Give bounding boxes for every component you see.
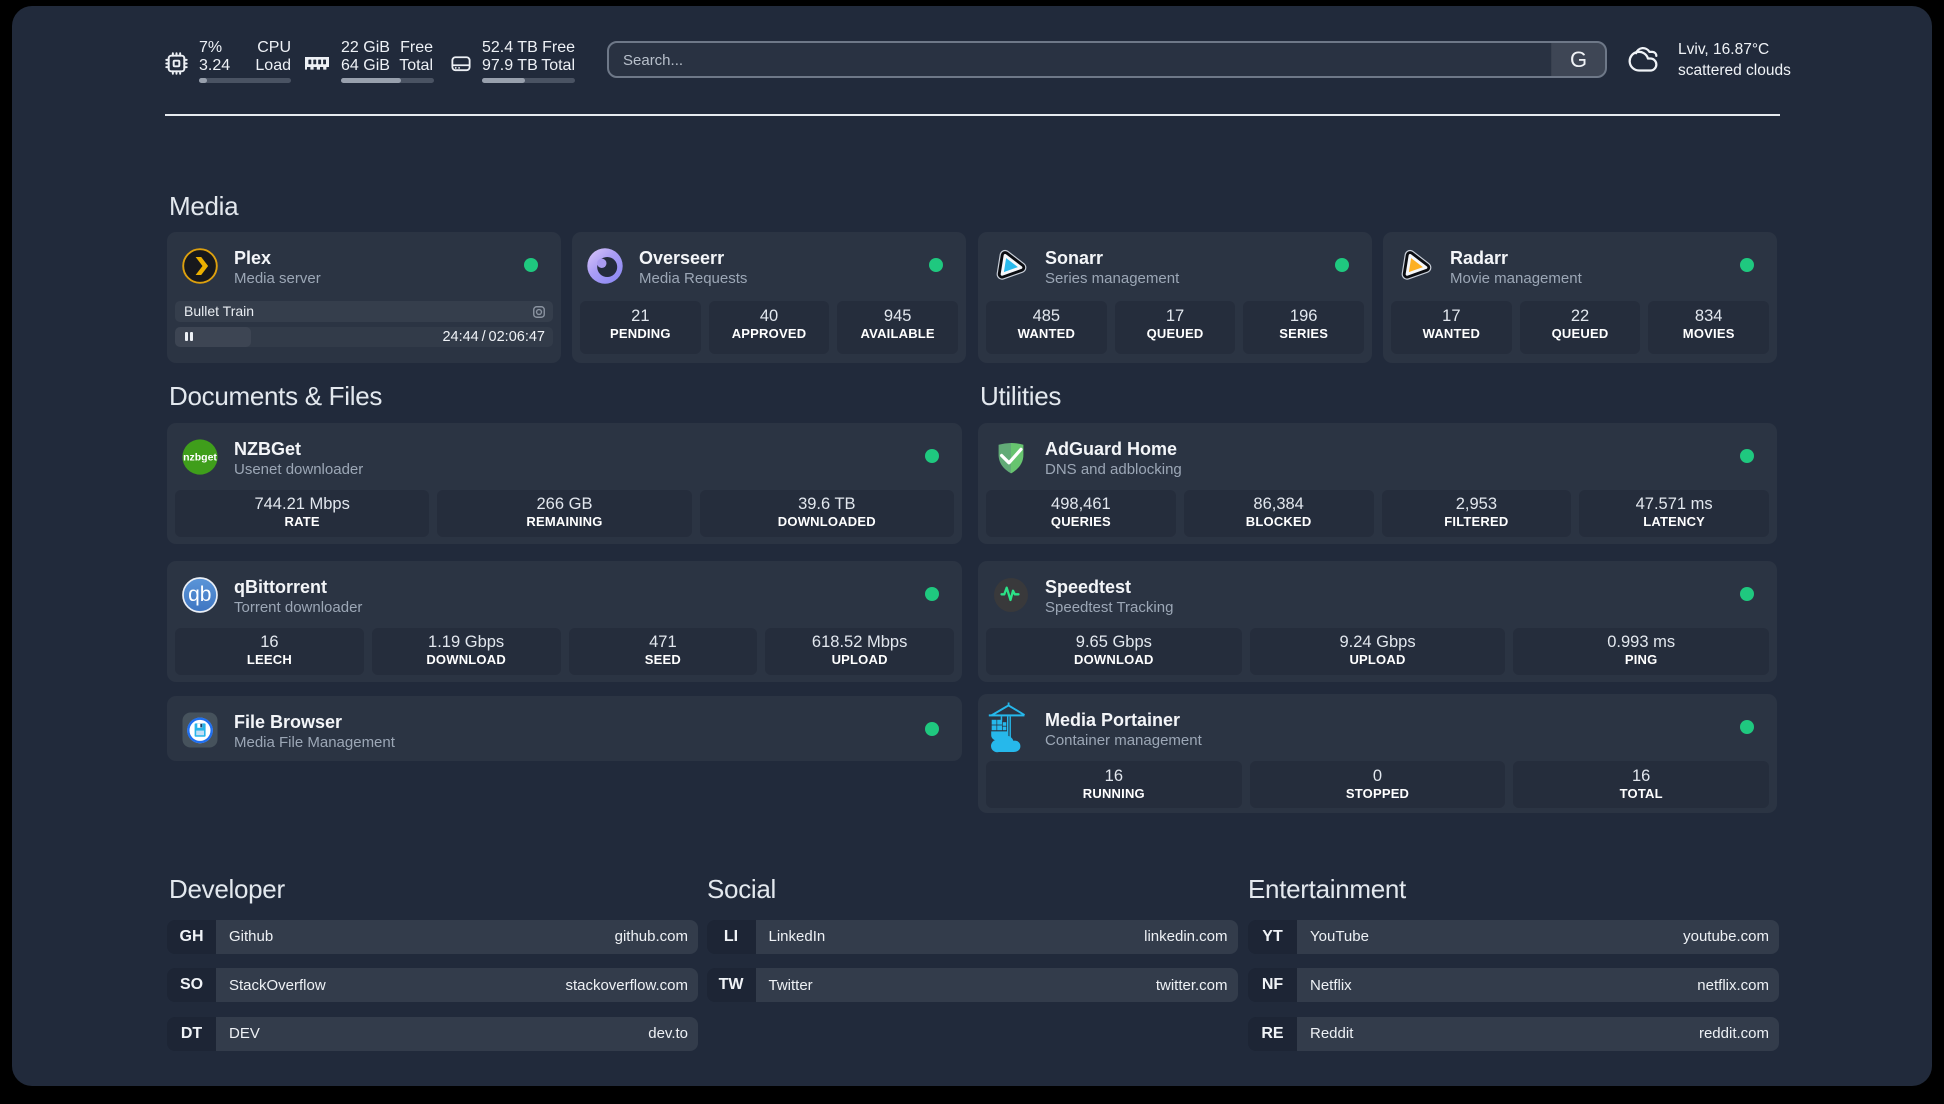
svg-text:qb: qb — [188, 583, 211, 606]
svg-text:nzbget: nzbget — [183, 451, 217, 463]
